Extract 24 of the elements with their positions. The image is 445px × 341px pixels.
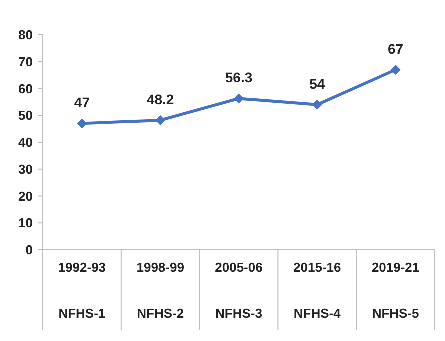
category-label: 2019-21 NFHS-5 [372,260,420,321]
y-tick-label: 70 [18,54,33,70]
y-tick-label: 80 [18,28,33,43]
y-tick-label: 10 [18,216,33,231]
data-label: 67 [388,40,404,57]
point [156,115,166,126]
point [77,118,88,129]
category-label: 2005-06 NFHS-3 [215,260,263,321]
y-tick-label: 40 [18,135,33,150]
point [390,64,401,75]
point [234,94,244,104]
point [312,100,322,110]
category-label: 1992-93 NFHS-1 [58,260,106,321]
category-label: 2015-16 NFHS-4 [294,260,342,321]
y-tick-label: 20 [18,188,33,204]
y-tick-label: 0 [26,242,33,258]
y-tick-label: 50 [18,108,33,124]
data-label: 56.3 [225,70,253,86]
data-label: 48.2 [146,91,174,108]
category-label: 1998-99 NFHS-2 [136,260,184,321]
y-tick-label: 30 [18,162,33,177]
y-tick-label: 60 [18,81,33,96]
data-label: 54 [310,76,326,92]
data-label: 47 [74,94,90,111]
